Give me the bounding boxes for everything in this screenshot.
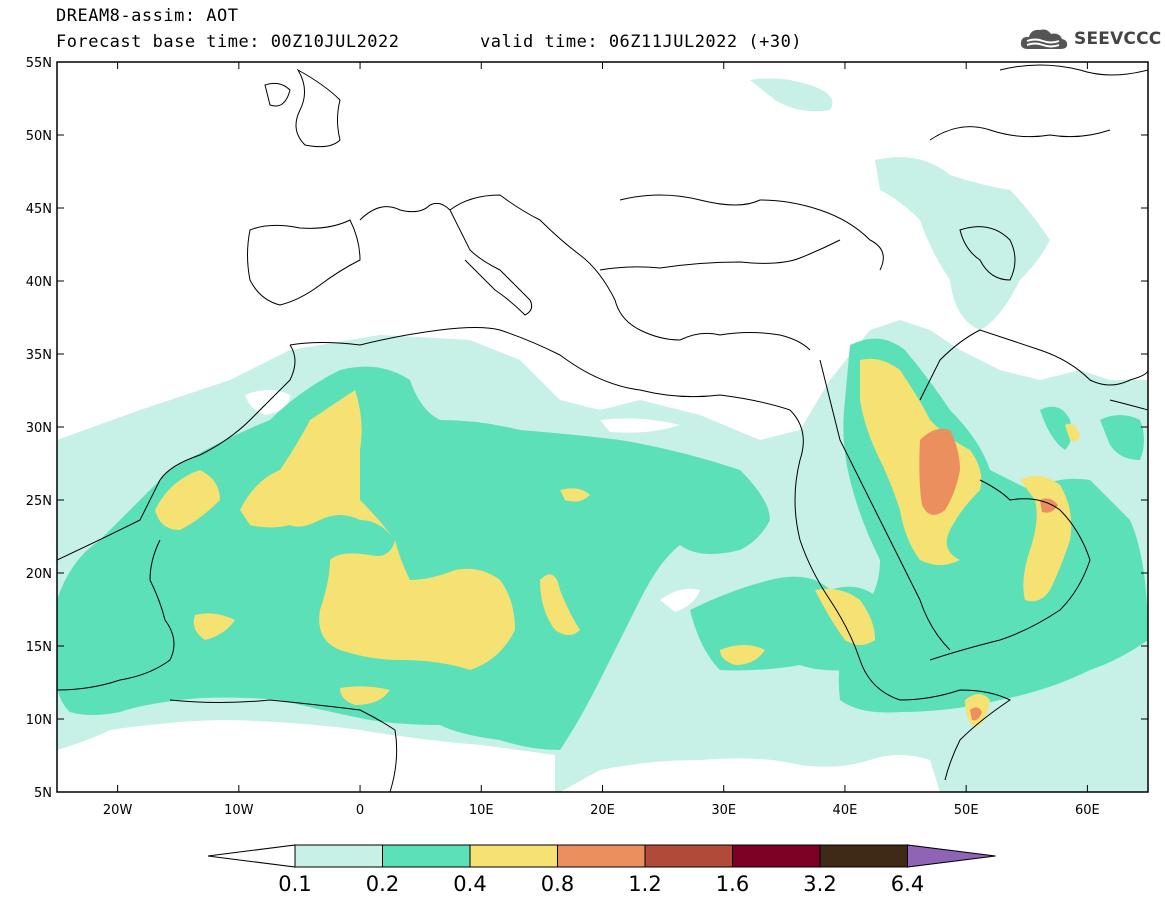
colorbar-segment bbox=[732, 844, 821, 868]
forecast-base-time: Forecast base time: 00Z10JUL2022 bbox=[56, 32, 400, 52]
colorbar-label: 6.4 bbox=[891, 872, 924, 896]
lon-label: 40E bbox=[833, 803, 858, 818]
colorbar-label: 0.1 bbox=[278, 872, 311, 896]
colorbar-label: 1.2 bbox=[628, 872, 661, 896]
lat-label: 20N bbox=[26, 567, 52, 582]
colorbar-label: 0.8 bbox=[541, 872, 574, 896]
aot-level-0-4 bbox=[155, 358, 1080, 728]
lat-label: 40N bbox=[26, 275, 52, 290]
colorbar-segment bbox=[644, 844, 733, 868]
lat-label: 25N bbox=[26, 494, 52, 509]
lon-label: 20W bbox=[103, 803, 133, 818]
coastlines bbox=[57, 64, 1148, 792]
colorbar: 0.1 0.2 0.4 0.8 1.2 1.6 3.2 6.4 bbox=[207, 844, 996, 896]
colorbar-under-arrow bbox=[207, 844, 296, 868]
lon-label: 10W bbox=[224, 803, 254, 818]
map-title: DREAM8-assim: AOT bbox=[56, 6, 239, 26]
latitude-axis: 55N 50N 45N 40N 35N 30N 25N 20N 15N 10N 5N bbox=[26, 56, 1148, 801]
colorbar-segment bbox=[294, 844, 383, 868]
lat-label: 5N bbox=[34, 786, 52, 801]
lon-label: 0 bbox=[356, 803, 364, 818]
logo-text: SEEVCCC bbox=[1074, 29, 1162, 49]
lon-label: 20E bbox=[590, 803, 615, 818]
seevccc-logo: SEEVCCC bbox=[1018, 24, 1161, 54]
lat-label: 55N bbox=[26, 56, 52, 71]
lat-label: 30N bbox=[26, 421, 52, 436]
lon-label: 10E bbox=[469, 803, 494, 818]
colorbar-label: 0.2 bbox=[366, 872, 399, 896]
longitude-axis: 20W 10W 0 10E 20E 30E 40E 50E 60E bbox=[103, 62, 1100, 818]
lat-label: 35N bbox=[26, 348, 52, 363]
lon-label: 30E bbox=[711, 803, 736, 818]
colorbar-label: 0.4 bbox=[453, 872, 486, 896]
lon-label: 60E bbox=[1075, 803, 1100, 818]
colorbar-over-arrow bbox=[907, 844, 996, 868]
colorbar-segment bbox=[819, 844, 908, 868]
colorbar-segment bbox=[557, 844, 646, 868]
lat-label: 10N bbox=[26, 713, 52, 728]
lat-label: 45N bbox=[26, 202, 52, 217]
lat-label: 50N bbox=[26, 129, 52, 144]
colorbar-label: 3.2 bbox=[803, 872, 836, 896]
lon-label: 50E bbox=[954, 803, 979, 818]
cloud-logo-icon bbox=[1020, 29, 1068, 49]
colorbar-segment bbox=[382, 844, 471, 868]
valid-time: valid time: 06Z11JUL2022 (+30) bbox=[480, 32, 803, 52]
colorbar-label: 1.6 bbox=[716, 872, 749, 896]
colorbar-segment bbox=[469, 844, 558, 868]
lat-label: 15N bbox=[26, 640, 52, 655]
aot-field bbox=[57, 62, 1148, 792]
